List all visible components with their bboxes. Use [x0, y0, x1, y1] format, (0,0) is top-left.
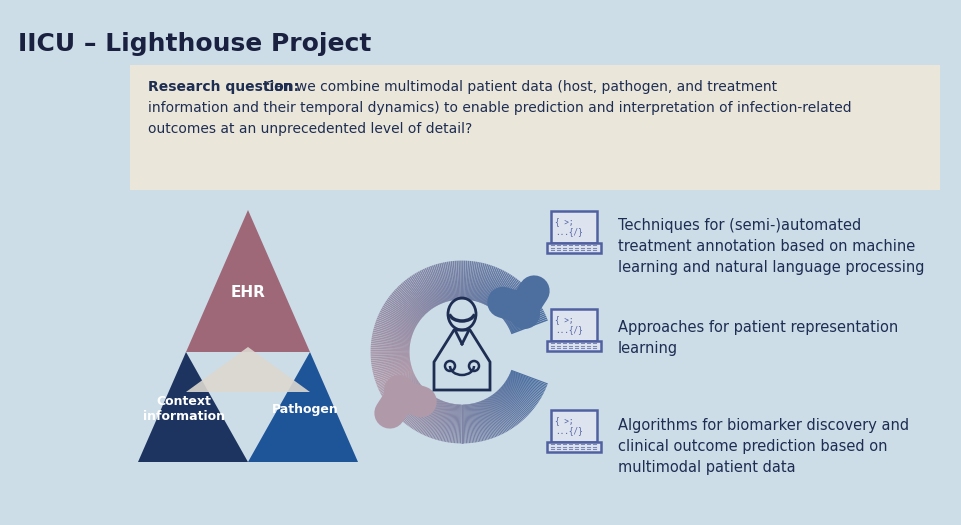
Text: Context
information: Context information	[143, 395, 225, 423]
Text: { >;: { >;	[554, 416, 573, 425]
FancyBboxPatch shape	[547, 442, 601, 452]
Polygon shape	[137, 352, 248, 462]
FancyBboxPatch shape	[547, 341, 601, 351]
FancyBboxPatch shape	[547, 243, 601, 253]
Text: EHR: EHR	[231, 285, 265, 300]
Text: Algorithms for biomarker discovery and
clinical outcome prediction based on
mult: Algorithms for biomarker discovery and c…	[617, 418, 908, 475]
FancyBboxPatch shape	[551, 309, 597, 341]
FancyBboxPatch shape	[551, 410, 597, 442]
Text: { >;: { >;	[554, 217, 573, 226]
Text: Research question:: Research question:	[148, 80, 299, 94]
Text: Pathogen: Pathogen	[272, 403, 338, 416]
Text: { >;: { >;	[554, 315, 573, 324]
Polygon shape	[185, 347, 309, 392]
Polygon shape	[248, 352, 357, 462]
Text: Techniques for (semi-)automated
treatment annotation based on machine
learning a: Techniques for (semi-)automated treatmen…	[617, 218, 924, 275]
Text: information and their temporal dynamics) to enable prediction and interpretation: information and their temporal dynamics)…	[148, 101, 850, 115]
Text: IICU – Lighthouse Project: IICU – Lighthouse Project	[18, 32, 371, 56]
Polygon shape	[185, 210, 309, 352]
Text: ...{/}: ...{/}	[554, 325, 582, 334]
Text: Approaches for patient representation
learning: Approaches for patient representation le…	[617, 320, 898, 356]
Text: ...{/}: ...{/}	[554, 426, 582, 435]
FancyBboxPatch shape	[551, 211, 597, 243]
Text: ...{/}: ...{/}	[554, 227, 582, 236]
Text: outcomes at an unprecedented level of detail?: outcomes at an unprecedented level of de…	[148, 122, 472, 136]
FancyBboxPatch shape	[130, 65, 939, 190]
Text: Can we combine multimodal patient data (host, pathogen, and treatment: Can we combine multimodal patient data (…	[259, 80, 776, 94]
